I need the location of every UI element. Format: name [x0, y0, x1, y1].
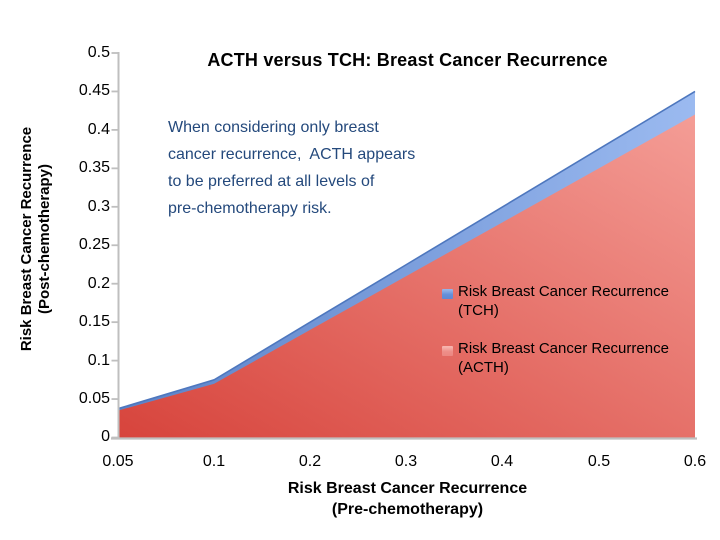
- x-tick-label: 0.6: [683, 453, 707, 470]
- chart-title: ACTH versus TCH: Breast Cancer Recurrenc…: [207, 50, 608, 70]
- y-tick-label: 0.15: [78, 313, 110, 330]
- x-tick-label: 0.5: [587, 453, 611, 470]
- y-axis-title: Risk Breast Cancer Recurrence (Post-chem…: [18, 107, 54, 371]
- annotation-line: pre-chemotherapy risk.: [168, 200, 332, 217]
- y-tick-label: 0.45: [78, 82, 110, 99]
- legend-label-acth-line1: Risk Breast Cancer Recurrence: [458, 340, 669, 357]
- annotation-line: to be preferred at all levels of: [168, 173, 375, 190]
- y-tick-label: 0.1: [87, 352, 110, 369]
- legend-swatch-tch-icon: [442, 289, 453, 299]
- annotation-line: cancer recurrence, ACTH appears: [168, 146, 416, 163]
- y-tick-label: 0.4: [87, 121, 110, 138]
- legend-label-tch-line1: Risk Breast Cancer Recurrence: [458, 283, 669, 300]
- legend-swatch-acth-icon: [442, 346, 453, 356]
- x-axis-title-line1: Risk Breast Cancer Recurrence: [287, 480, 528, 497]
- x-axis-title-line2: (Pre-chemotherapy): [331, 501, 484, 518]
- series-edge-line-tch: [117, 90, 696, 410]
- y-tick-label: 0.2: [87, 275, 110, 292]
- annotation-text-box: When considering only breast cancer recu…: [168, 114, 415, 222]
- y-tick-label: 0.05: [78, 390, 110, 407]
- legend-label-acth: Risk Breast Cancer Recurrence (ACTH): [458, 340, 708, 377]
- y-tick-label: 0.3: [87, 198, 110, 215]
- legend-item-acth: Risk Breast Cancer Recurrence (ACTH): [442, 340, 708, 377]
- x-tick-label: 0.3: [394, 453, 418, 470]
- series-area-acth: [118, 114, 695, 438]
- x-axis-title: Risk Breast Cancer Recurrence (Pre-chemo…: [120, 478, 695, 520]
- axes-lines: [111, 52, 697, 440]
- legend-label-acth-line2: (ACTH): [458, 358, 509, 376]
- legend-label-tch-line2: (TCH): [458, 301, 499, 319]
- y-tick-label: 0: [101, 428, 110, 445]
- y-tick-label: 0.5: [87, 44, 110, 61]
- legend-item-tch: Risk Breast Cancer Recurrence (TCH): [442, 283, 708, 320]
- x-tick-label: 0.1: [202, 453, 226, 470]
- annotation-line: When considering only breast: [168, 119, 379, 136]
- y-tick-label: 0.25: [78, 236, 110, 253]
- y-tick-label: 0.35: [78, 159, 110, 176]
- x-tick-label: 0.2: [298, 453, 322, 470]
- x-tick-label: 0.4: [490, 453, 514, 470]
- y-axis-title-line2: (Post-chemotherapy): [36, 163, 53, 315]
- y-axis-title-line1: Risk Breast Cancer Recurrence: [18, 126, 35, 352]
- legend-label-tch: Risk Breast Cancer Recurrence (TCH): [458, 283, 708, 320]
- x-tick-label: 0.05: [102, 453, 134, 470]
